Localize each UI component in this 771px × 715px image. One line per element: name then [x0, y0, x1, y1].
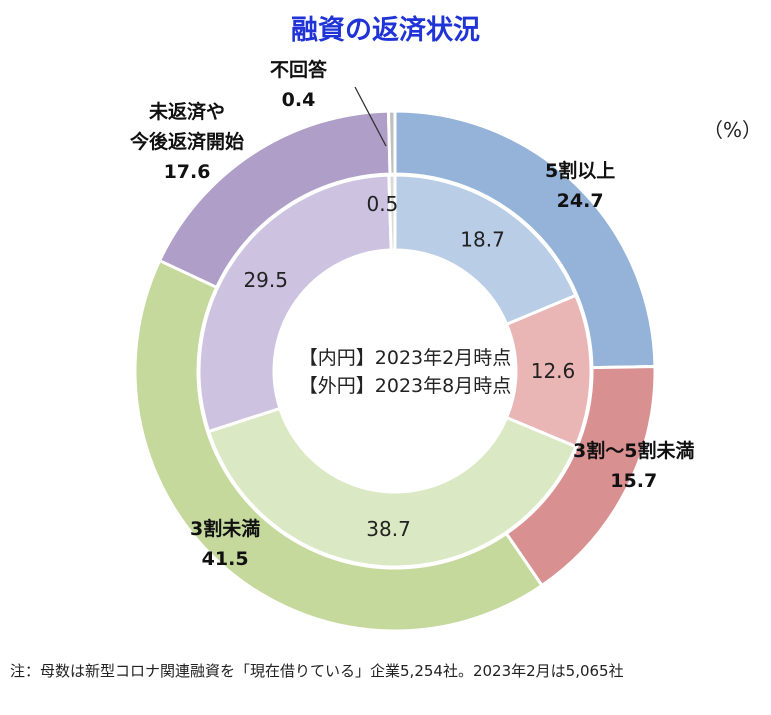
inner-slice-3wari-miman: [206, 406, 578, 569]
inner-value-label-5wari-ijou: 18.7: [460, 227, 505, 251]
outer-label-value: 41.5: [201, 548, 249, 570]
inner-value-label-3-5wari: 12.6: [531, 359, 576, 383]
inner-ring: [197, 173, 593, 569]
footnote: 注：母数は新型コロナ関連融資を「現在借りている」企業5,254社。2023年2月…: [10, 662, 624, 680]
center-legend: 【内円】2023年2月時点 【外円】2023年8月時点: [215, 344, 595, 400]
outer-label-value: 15.7: [610, 470, 658, 492]
outer-label-name-line2: 今後返済開始: [130, 131, 245, 153]
outer-label-3wari-miman: 3割未満 41.5: [190, 514, 260, 574]
outer-label-name: 3割～5割未満: [573, 440, 695, 462]
outer-label-value: 0.4: [281, 89, 316, 111]
outer-ring: [133, 109, 657, 633]
inner-slice-mihensai: [197, 173, 393, 434]
inner-value-label-mihensai: 29.5: [243, 268, 288, 292]
inner-slice-fukaitou: [387, 173, 397, 252]
outer-slice-3wari-miman: [133, 258, 545, 633]
outer-label-name: 不回答: [270, 59, 328, 81]
chart-title: 融資の返済状況: [291, 15, 480, 46]
outer-label-value: 17.6: [163, 161, 211, 183]
leader-line-no-answer: [354, 86, 387, 147]
outer-label-3-5wari: 3割～5割未満 15.7: [573, 436, 694, 496]
unit-label: （%）: [703, 118, 763, 142]
outer-label-value: 24.7: [556, 190, 604, 212]
center-legend-inner: 【内円】2023年2月時点: [298, 347, 512, 369]
inner-value-label-3wari-miman: 38.7: [366, 517, 411, 541]
outer-label-name-line1: 未返済や: [149, 101, 226, 123]
outer-label-mihensai: 未返済や 今後返済開始 17.6: [130, 97, 244, 187]
center-legend-outer: 【外円】2023年8月時点: [298, 375, 512, 397]
outer-slice-fukaitou: [386, 109, 397, 176]
donut-chart: 18.7 12.6 38.7 29.5 0.5: [133, 86, 657, 633]
inner-value-label-fukaitou: 0.5: [366, 192, 398, 216]
outer-label-5wari-ijou: 5割以上 24.7: [545, 156, 615, 216]
inner-ring-values: 18.7 12.6 38.7 29.5 0.5: [243, 192, 575, 541]
outer-label-name: 3割未満: [190, 518, 261, 540]
outer-label-fukaitou: 不回答 0.4: [270, 55, 327, 115]
outer-label-name: 5割以上: [545, 160, 616, 182]
